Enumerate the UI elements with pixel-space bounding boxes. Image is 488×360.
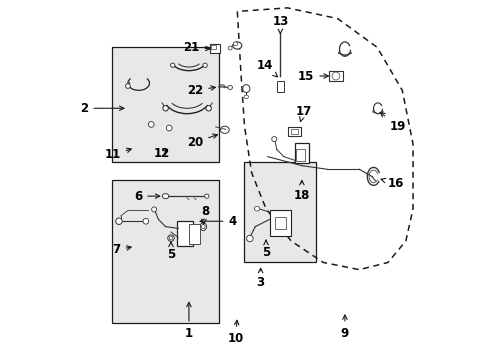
Text: 10: 10 xyxy=(227,320,243,345)
Bar xyxy=(269,211,290,235)
Text: 11: 11 xyxy=(104,148,131,161)
Text: 15: 15 xyxy=(298,69,327,82)
Text: 14: 14 xyxy=(256,59,277,77)
Bar xyxy=(294,143,308,163)
Text: 17: 17 xyxy=(295,105,311,121)
Ellipse shape xyxy=(148,122,154,127)
Ellipse shape xyxy=(246,235,253,242)
Ellipse shape xyxy=(233,42,237,45)
Ellipse shape xyxy=(254,206,259,211)
Ellipse shape xyxy=(203,63,207,67)
Ellipse shape xyxy=(201,225,204,229)
Bar xyxy=(210,45,216,49)
Ellipse shape xyxy=(142,219,148,224)
Bar xyxy=(328,71,342,81)
Ellipse shape xyxy=(167,235,174,241)
Bar xyxy=(244,162,316,262)
Text: 19: 19 xyxy=(380,113,405,133)
Text: 5: 5 xyxy=(262,240,269,259)
Text: 2: 2 xyxy=(80,102,123,115)
Text: 13: 13 xyxy=(272,15,288,34)
Text: 21: 21 xyxy=(183,41,209,54)
Ellipse shape xyxy=(151,207,156,212)
Text: 4: 4 xyxy=(200,215,236,228)
Text: 20: 20 xyxy=(186,134,217,149)
Bar xyxy=(290,129,298,134)
Text: 1: 1 xyxy=(184,302,193,339)
Ellipse shape xyxy=(163,105,168,111)
Ellipse shape xyxy=(232,42,241,49)
Text: 5: 5 xyxy=(166,242,175,261)
Bar xyxy=(295,149,304,161)
Bar xyxy=(112,180,219,323)
Bar xyxy=(177,221,193,246)
Text: 22: 22 xyxy=(186,84,215,97)
Ellipse shape xyxy=(205,105,211,111)
Bar xyxy=(288,127,301,136)
Ellipse shape xyxy=(116,218,122,225)
Bar xyxy=(274,217,285,229)
Ellipse shape xyxy=(242,85,249,93)
Text: 3: 3 xyxy=(256,268,264,289)
Ellipse shape xyxy=(170,63,175,67)
Ellipse shape xyxy=(162,194,168,199)
Text: 6: 6 xyxy=(134,190,160,203)
Ellipse shape xyxy=(220,126,229,134)
Ellipse shape xyxy=(331,72,339,80)
Ellipse shape xyxy=(228,46,232,50)
Bar xyxy=(112,47,219,162)
Ellipse shape xyxy=(125,84,130,88)
Text: 8: 8 xyxy=(201,205,209,224)
Text: 9: 9 xyxy=(340,315,348,339)
Bar xyxy=(276,81,284,92)
Text: 16: 16 xyxy=(380,177,404,190)
Bar xyxy=(188,224,199,244)
Ellipse shape xyxy=(271,136,276,141)
Text: 12: 12 xyxy=(154,147,170,160)
Ellipse shape xyxy=(169,236,172,240)
Ellipse shape xyxy=(200,223,206,230)
Ellipse shape xyxy=(227,86,232,89)
Text: 7: 7 xyxy=(112,243,131,256)
Ellipse shape xyxy=(204,194,208,198)
Ellipse shape xyxy=(244,95,248,99)
Bar xyxy=(209,44,220,53)
Ellipse shape xyxy=(166,125,172,131)
Text: 18: 18 xyxy=(293,180,309,202)
